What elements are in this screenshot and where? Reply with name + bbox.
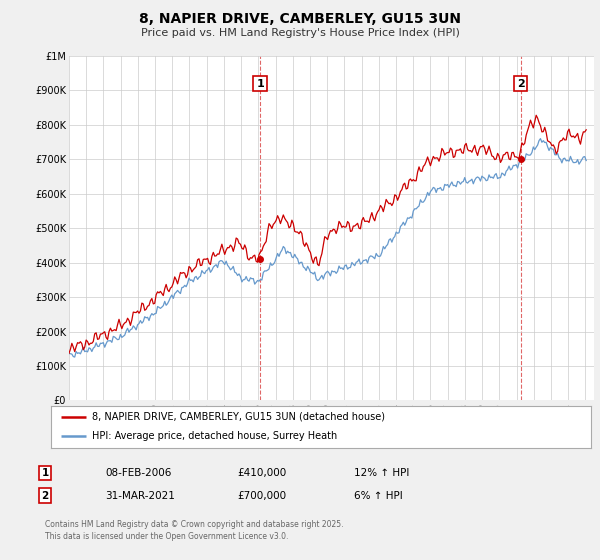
Text: 12% ↑ HPI: 12% ↑ HPI xyxy=(354,468,409,478)
Text: £410,000: £410,000 xyxy=(237,468,286,478)
Text: 2: 2 xyxy=(517,78,525,88)
Text: 1: 1 xyxy=(41,468,49,478)
Text: £700,000: £700,000 xyxy=(237,491,286,501)
Text: 8, NAPIER DRIVE, CAMBERLEY, GU15 3UN: 8, NAPIER DRIVE, CAMBERLEY, GU15 3UN xyxy=(139,12,461,26)
Text: 8, NAPIER DRIVE, CAMBERLEY, GU15 3UN (detached house): 8, NAPIER DRIVE, CAMBERLEY, GU15 3UN (de… xyxy=(91,412,385,422)
Text: Contains HM Land Registry data © Crown copyright and database right 2025.
This d: Contains HM Land Registry data © Crown c… xyxy=(45,520,343,542)
Text: 1: 1 xyxy=(256,78,264,88)
Text: HPI: Average price, detached house, Surrey Heath: HPI: Average price, detached house, Surr… xyxy=(91,431,337,441)
Text: Price paid vs. HM Land Registry's House Price Index (HPI): Price paid vs. HM Land Registry's House … xyxy=(140,28,460,38)
Text: 31-MAR-2021: 31-MAR-2021 xyxy=(105,491,175,501)
Text: 2: 2 xyxy=(41,491,49,501)
Text: 6% ↑ HPI: 6% ↑ HPI xyxy=(354,491,403,501)
Text: 08-FEB-2006: 08-FEB-2006 xyxy=(105,468,172,478)
